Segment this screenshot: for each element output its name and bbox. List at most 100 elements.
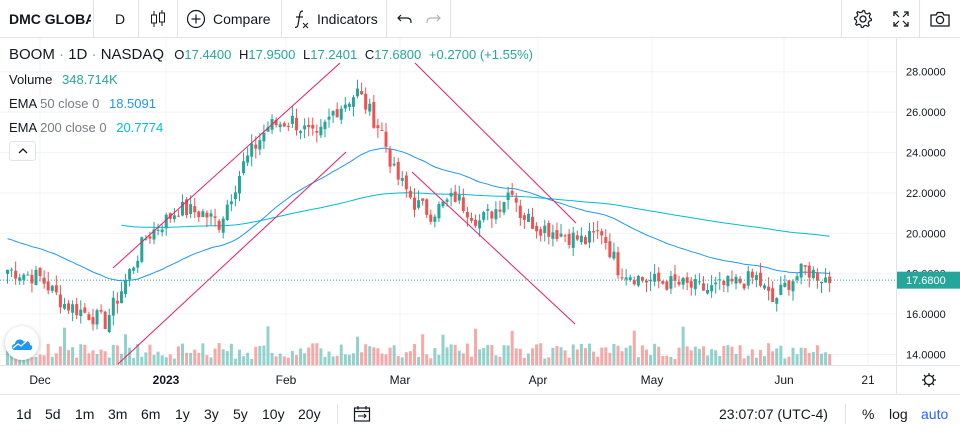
gear-icon (853, 9, 873, 29)
trend-line[interactable] (112, 62, 341, 269)
volume-bar (665, 355, 669, 365)
price-tick-label: 14.0000 (906, 350, 946, 362)
interval-button[interactable]: D (110, 0, 130, 38)
redo-button[interactable] (424, 0, 442, 38)
range-1m[interactable]: 1m (75, 406, 95, 422)
candle-body (107, 315, 111, 333)
range-3m[interactable]: 3m (108, 406, 128, 422)
candle-body (592, 231, 596, 233)
range-3y[interactable]: 3y (204, 406, 219, 422)
volume-bar (767, 343, 771, 365)
volume-bar (807, 353, 811, 365)
candle-body (185, 199, 189, 216)
candle-body (266, 127, 270, 132)
candle-body (189, 204, 193, 215)
volume-bar (746, 355, 750, 365)
volume-bar (315, 343, 319, 365)
volume-bar (563, 350, 567, 365)
candle-body (18, 277, 22, 281)
volume-bar (270, 352, 274, 365)
range-5y[interactable]: 5y (233, 406, 248, 422)
undo-button[interactable] (396, 0, 414, 38)
volume-bar (730, 346, 734, 365)
volume-bar (237, 349, 241, 365)
range-10y[interactable]: 10y (262, 406, 285, 422)
volume-bar (673, 358, 677, 365)
ema50-legend[interactable]: EMA 50 close 0 18.5091 (9, 96, 156, 111)
range-6m[interactable]: 6m (141, 406, 161, 422)
fullscreen-icon (893, 11, 909, 27)
date-range-button[interactable] (353, 405, 371, 428)
legend-high: 17.9500 (248, 47, 296, 62)
settings-button[interactable] (852, 0, 874, 38)
chart-type-button[interactable] (146, 0, 170, 38)
time-tick-label: 21 (861, 373, 875, 387)
legend-low: 17.2401 (310, 47, 358, 62)
ema200-legend[interactable]: EMA 200 close 0 20.7774 (9, 120, 163, 135)
candle-body (449, 192, 453, 197)
log-scale-toggle[interactable]: log (889, 406, 908, 422)
snapshot-button[interactable] (929, 0, 951, 38)
range-5d[interactable]: 5d (45, 406, 61, 422)
candle-body (364, 93, 368, 110)
candle-body (396, 161, 400, 180)
volume-bar (299, 348, 303, 365)
candle-body (486, 208, 490, 211)
candle-body (327, 116, 331, 120)
auto-scale-toggle[interactable]: auto (921, 406, 949, 422)
chart-area[interactable]: 28.000026.000024.000022.000020.000018.00… (0, 38, 960, 394)
candle-body (160, 229, 164, 233)
volume-bar (815, 345, 819, 365)
range-20y[interactable]: 20y (298, 406, 321, 422)
trend-lines[interactable] (112, 62, 577, 365)
collapse-legend-button[interactable] (9, 141, 36, 161)
candle-body (258, 140, 262, 150)
time-axis[interactable]: Dec 2023 Feb Mar Apr May Jun 21 (29, 373, 875, 387)
candle-body (669, 276, 673, 289)
candle-body (339, 108, 343, 120)
candle-body (742, 283, 746, 289)
bottom-toolbar: 1d 5d 1m 3m 6m 1y 3y 5y 10y 20y 23:07:07… (0, 394, 960, 433)
trend-line[interactable] (414, 62, 577, 224)
indicators-button[interactable]: Indicators (292, 0, 378, 38)
tradingview-logo[interactable] (5, 326, 39, 360)
candle-body (274, 119, 278, 126)
candle-body (429, 214, 433, 222)
candle-body (46, 281, 50, 291)
trend-line[interactable] (117, 151, 347, 365)
volume-bar (22, 354, 26, 365)
trend-line[interactable] (411, 171, 576, 325)
candle-body (201, 211, 205, 218)
candle-body (734, 276, 738, 284)
candle-body (148, 236, 152, 239)
calendar-range-icon (353, 406, 371, 422)
ema50-params: 50 close 0 (40, 96, 100, 111)
volume-bar (575, 349, 579, 365)
candle-body (555, 230, 559, 240)
volume-bar (209, 357, 213, 365)
price-axis[interactable]: 28.000026.000024.000022.000020.000018.00… (906, 67, 946, 362)
clock[interactable]: 23:07:07 (UTC-4) (719, 406, 828, 422)
fullscreen-button[interactable] (891, 0, 911, 38)
symbol-search-button[interactable]: DMC GLOBAL (9, 0, 91, 38)
candle-body (547, 223, 551, 237)
candle-body (6, 269, 9, 274)
last-price-label: 17.6800 (897, 271, 960, 289)
candle-body (58, 294, 62, 308)
range-1d[interactable]: 1d (16, 406, 32, 422)
percent-scale-toggle[interactable]: % (862, 406, 875, 422)
candle-body (433, 216, 437, 222)
axis-settings-button[interactable] (922, 373, 936, 387)
volume-bar (689, 350, 693, 365)
volume-bar (46, 343, 50, 365)
ema50-label: EMA (9, 96, 37, 111)
price-chart[interactable]: 28.000026.000024.000022.000020.000018.00… (0, 38, 960, 394)
compare-button[interactable]: Compare (186, 0, 271, 38)
candle-body (71, 304, 75, 313)
volume-bar (706, 355, 710, 365)
candle-body (34, 269, 38, 286)
range-1y[interactable]: 1y (175, 406, 190, 422)
volume-legend[interactable]: Volume 348.714K (9, 72, 118, 87)
time-tick-label: Feb (276, 373, 297, 387)
candle-body (87, 314, 91, 320)
